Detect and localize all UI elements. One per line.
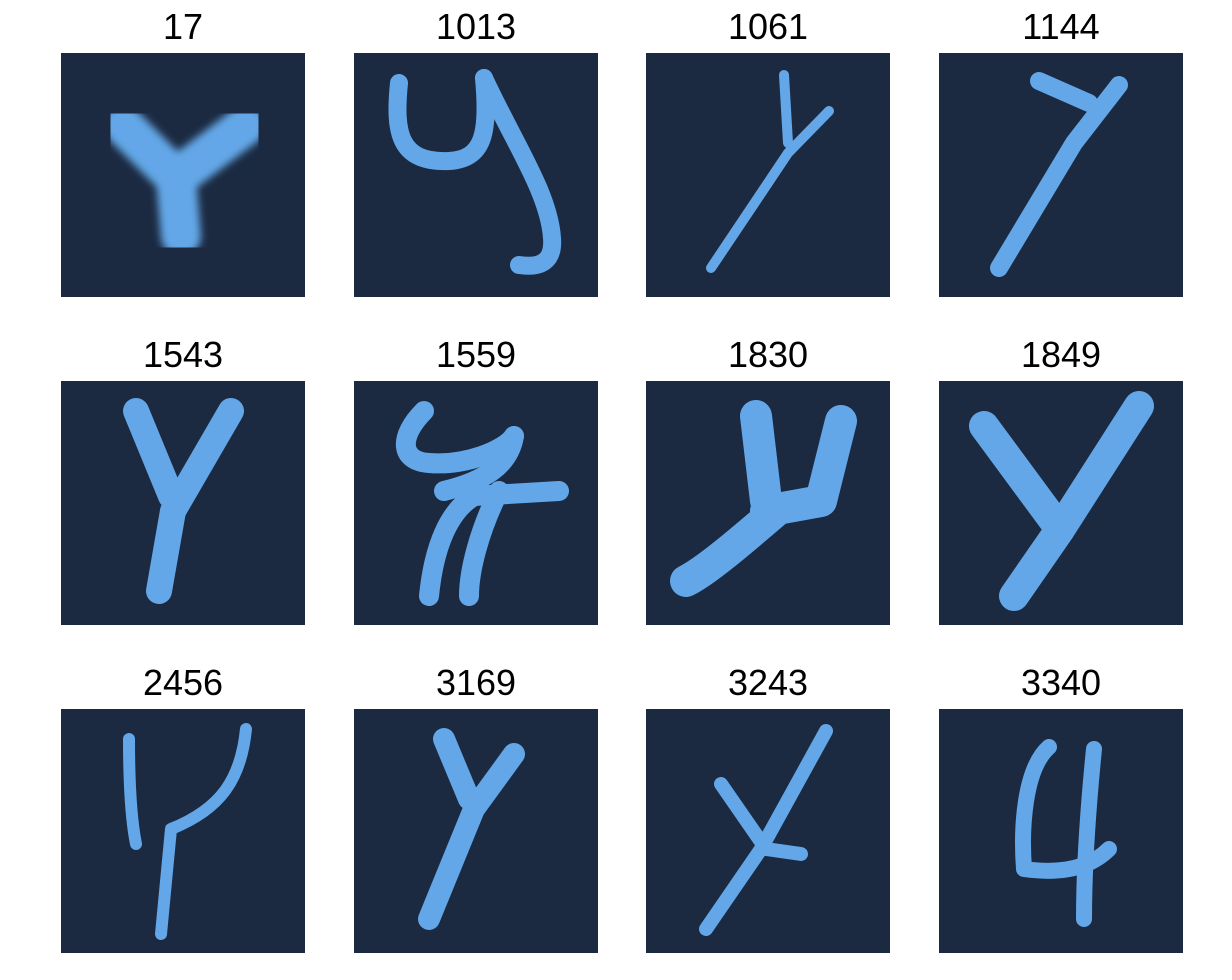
sample-image [646, 53, 890, 297]
sample-label: 3169 [435, 662, 517, 703]
sample-label: 3243 [727, 662, 809, 703]
sample-label: 1543 [142, 334, 224, 375]
sample-image [939, 381, 1183, 625]
sample-image [61, 709, 305, 953]
sample-label: 1013 [435, 6, 517, 47]
sample-image [354, 381, 598, 625]
sample-label: 1061 [727, 6, 809, 47]
sample-label: 17 [162, 6, 204, 47]
sample-label: 1849 [1020, 334, 1102, 375]
sample-image [939, 709, 1183, 953]
sample-image [939, 53, 1183, 297]
sample-label: 3340 [1020, 662, 1102, 703]
sample-label: 1830 [727, 334, 809, 375]
sample-image [61, 381, 305, 625]
sample-label: 1144 [1022, 6, 1100, 47]
sample-image [646, 709, 890, 953]
sample-image [646, 381, 890, 625]
sample-image [354, 53, 598, 297]
sample-image [61, 53, 305, 297]
sample-label: 1559 [435, 334, 517, 375]
sample-image [354, 709, 598, 953]
sample-label: 2456 [142, 662, 224, 703]
